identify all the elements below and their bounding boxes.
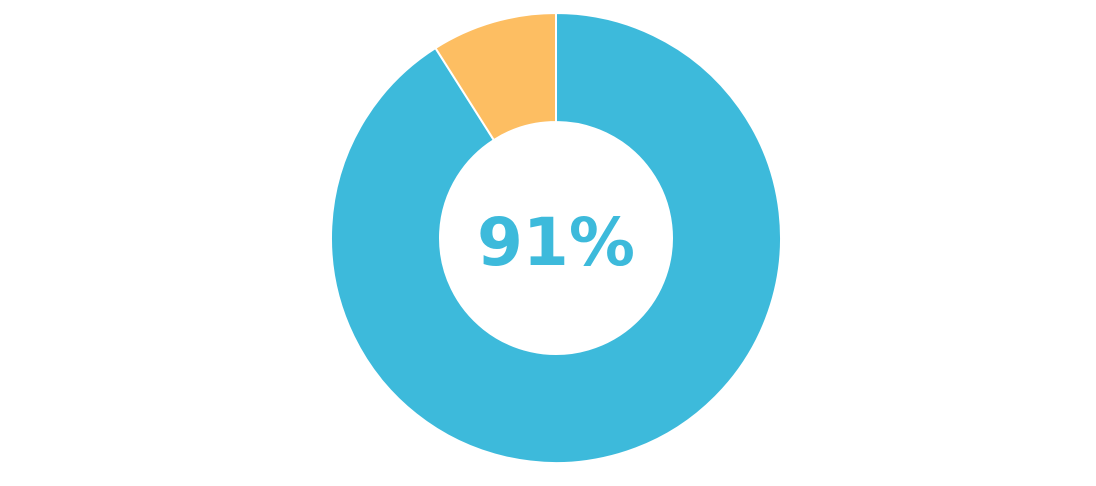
donut-slice-1 [330, 11, 782, 464]
donut-slice-2 [434, 11, 557, 142]
donut-slices [330, 11, 782, 464]
center-value-label: 91% [477, 204, 635, 281]
